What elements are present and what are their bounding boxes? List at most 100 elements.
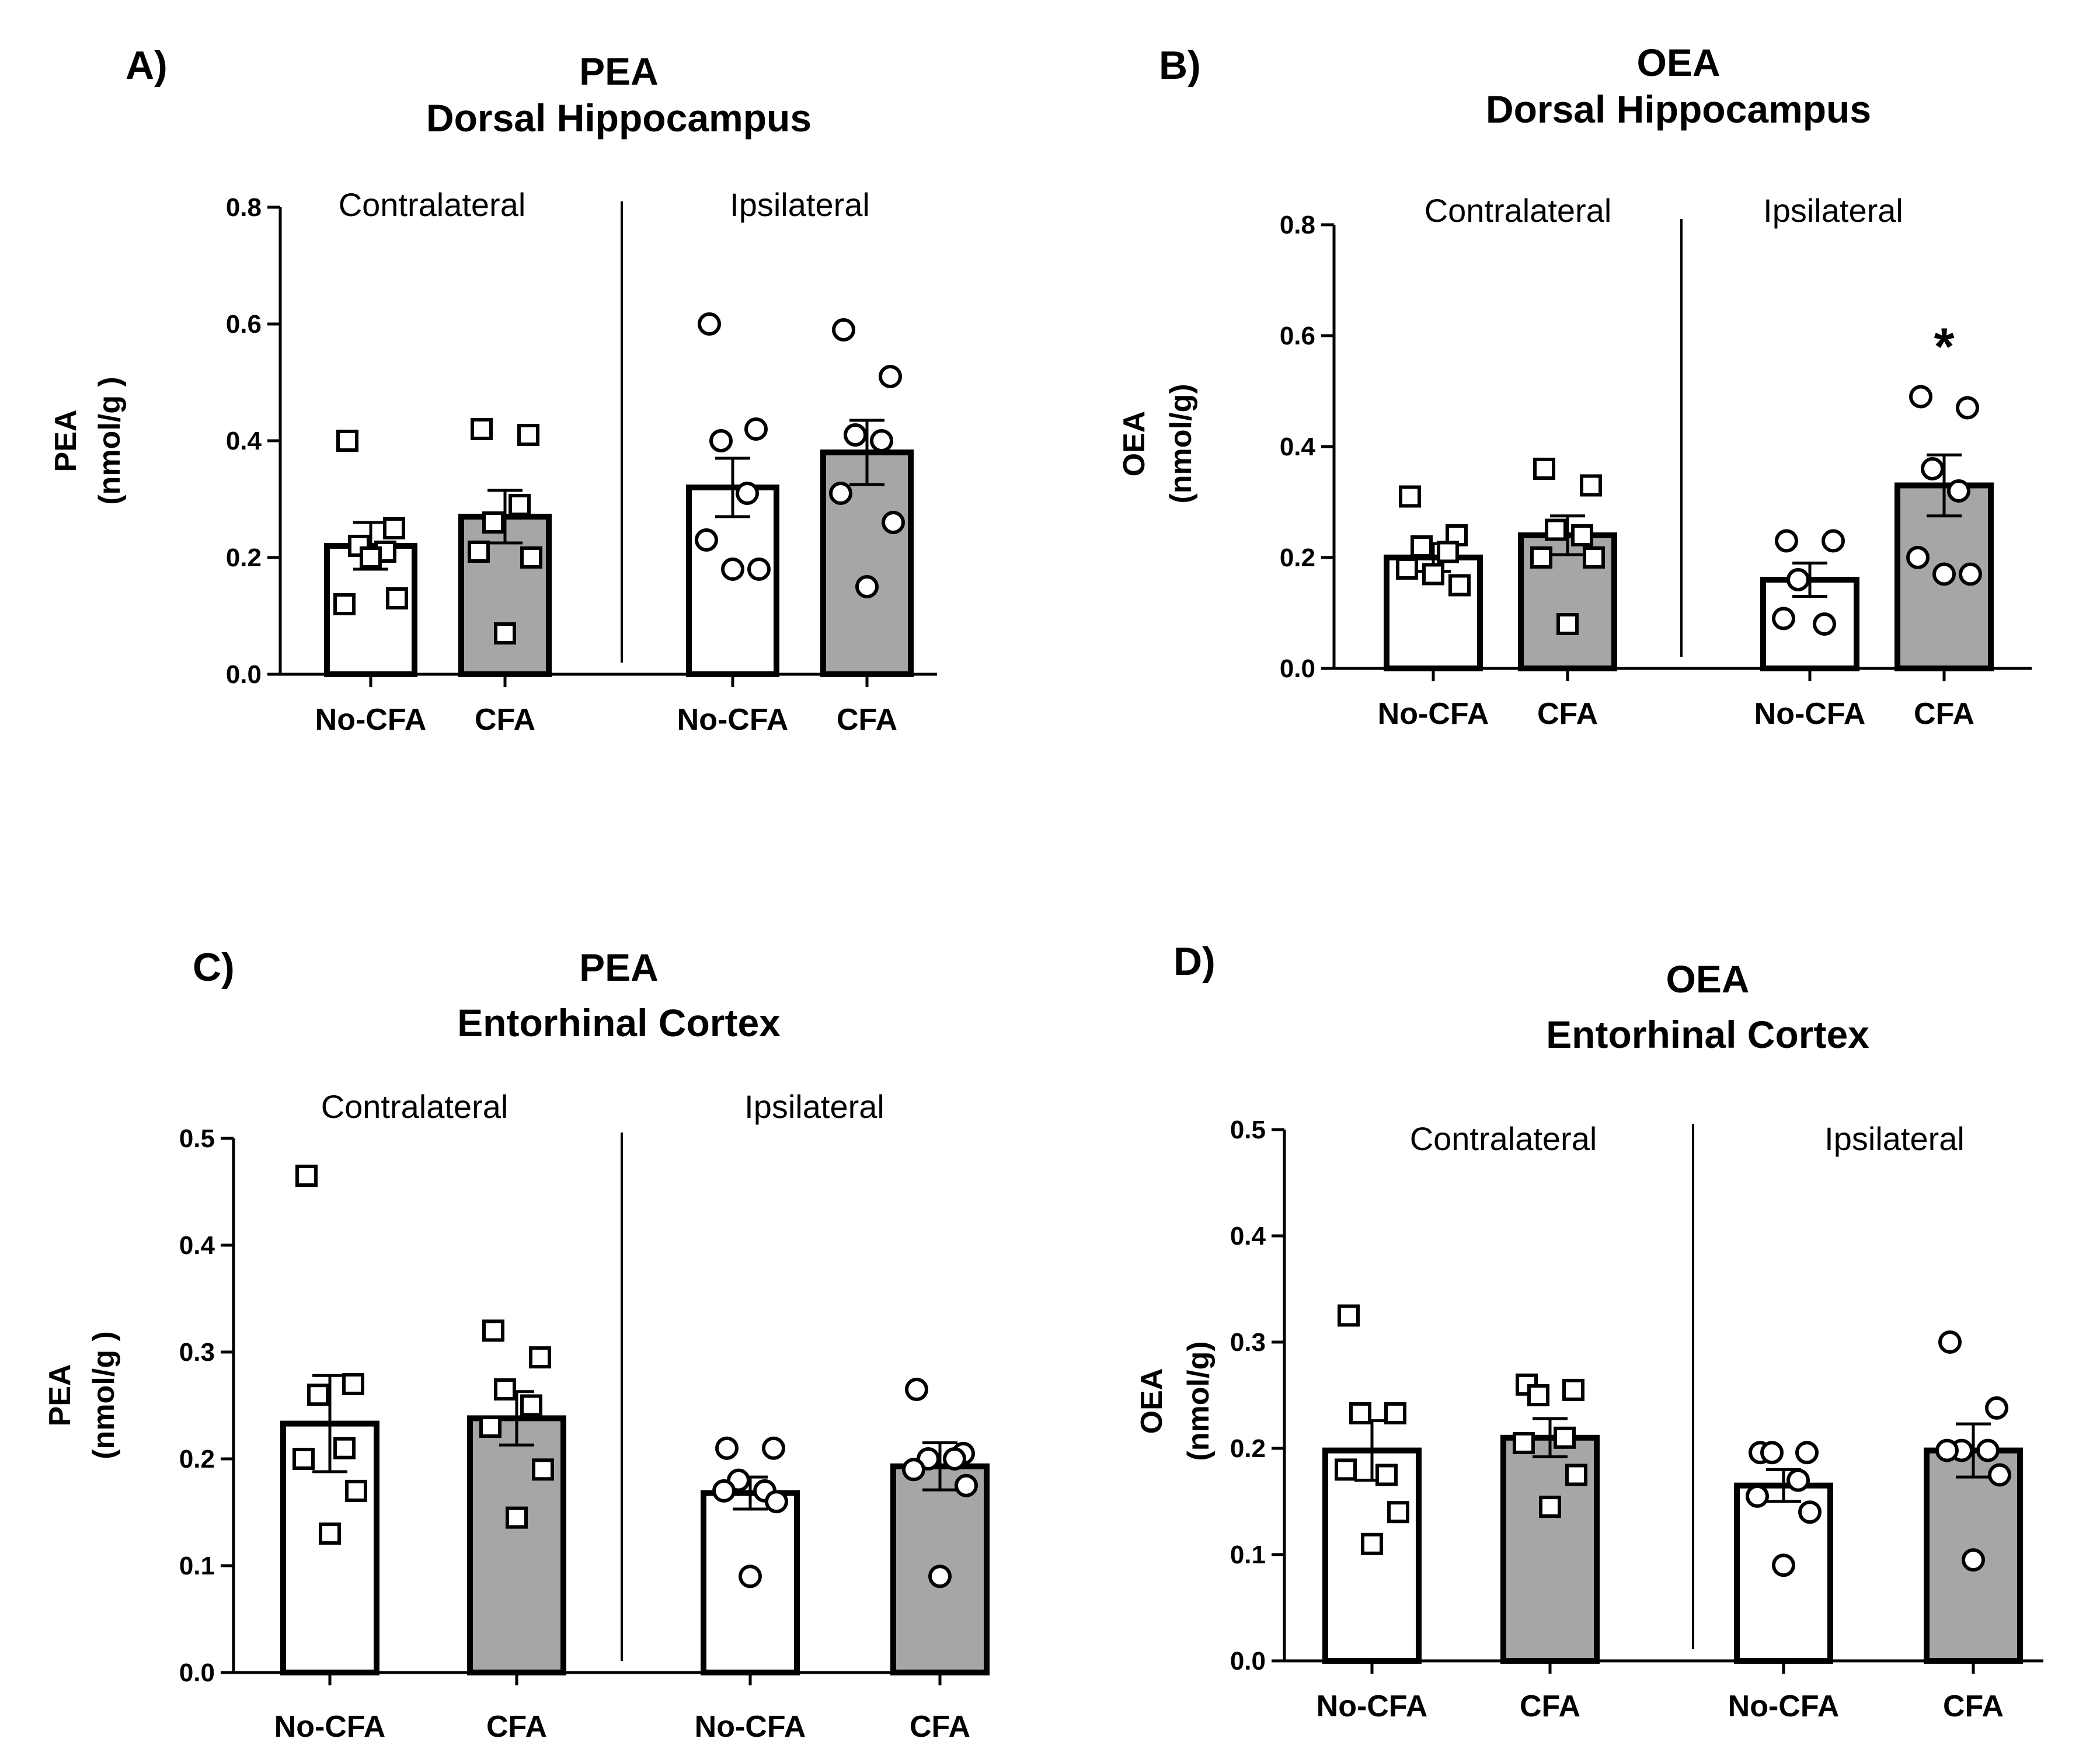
- y-tick-label: 0.2: [1280, 543, 1315, 572]
- data-point: [736, 482, 759, 505]
- chart-subtitle: Dorsal Hippocampus: [1486, 88, 1871, 131]
- category-label: No-CFA: [1317, 1689, 1428, 1723]
- data-point: [765, 1490, 788, 1514]
- data-point: [870, 429, 893, 452]
- data-point: [1938, 1330, 1962, 1354]
- data-point: [1375, 1464, 1398, 1486]
- data-point: [1580, 474, 1602, 497]
- data-point: [1947, 479, 1970, 503]
- y-axis-unit-label: (nmol/g ): [87, 1331, 121, 1459]
- data-point: [348, 535, 370, 557]
- data-point: [468, 541, 490, 563]
- data-point: [747, 558, 771, 581]
- data-point: [882, 511, 905, 534]
- data-point: [943, 1447, 966, 1471]
- group-label-ipsilateral: Ipsilateral: [1763, 192, 1903, 229]
- y-tick-label: 0.1: [179, 1552, 215, 1580]
- data-point: [721, 558, 744, 581]
- data-point: [744, 417, 768, 441]
- data-point: [739, 1565, 762, 1588]
- data-point: [532, 1458, 554, 1481]
- data-point: [829, 482, 852, 505]
- y-tick-label: 0.2: [1230, 1434, 1266, 1463]
- data-point: [1921, 457, 1944, 480]
- data-point: [517, 424, 539, 446]
- data-point: [698, 312, 721, 336]
- panel-label: D): [1173, 939, 1216, 984]
- data-point: [1786, 1468, 1810, 1492]
- data-point: [709, 429, 733, 452]
- group-label-ipsilateral: Ipsilateral: [744, 1088, 884, 1125]
- group-label-contralateral: Contralateral: [1425, 192, 1612, 229]
- data-point: [712, 1479, 736, 1503]
- category-label: CFA: [837, 703, 897, 737]
- data-point: [1387, 1501, 1409, 1524]
- data-point: [471, 418, 493, 440]
- data-point: [1956, 396, 1979, 420]
- y-tick-label: 0.5: [179, 1124, 215, 1153]
- data-point: [1399, 485, 1421, 508]
- significance-marker: *: [1934, 318, 1954, 377]
- data-point: [333, 1437, 356, 1459]
- data-point: [905, 1378, 928, 1402]
- y-tick-label: 0.5: [1230, 1116, 1266, 1144]
- data-point: [1988, 1463, 2011, 1487]
- data-point: [383, 517, 405, 539]
- category-label: CFA: [910, 1710, 970, 1744]
- data-point: [479, 1416, 502, 1438]
- chart-subtitle: Entorhinal Cortex: [457, 1001, 781, 1044]
- category-label: CFA: [1943, 1689, 2004, 1723]
- data-point: [482, 511, 504, 534]
- data-point: [494, 1378, 516, 1401]
- data-point: [1361, 1532, 1383, 1555]
- y-axis-label: OEA: [1117, 411, 1151, 477]
- category-label: No-CFA: [1378, 697, 1489, 731]
- data-point: [1959, 562, 1982, 586]
- data-point: [1554, 1426, 1576, 1449]
- data-point: [342, 1372, 364, 1395]
- data-point: [1530, 546, 1552, 569]
- y-axis-label: PEA: [49, 410, 83, 472]
- data-point: [520, 546, 542, 569]
- category-label: No-CFA: [677, 703, 789, 737]
- data-point: [1932, 562, 1956, 586]
- group-label-contralateral: Contralateral: [339, 186, 526, 223]
- y-tick-label: 0.4: [226, 427, 262, 455]
- data-point: [855, 575, 879, 598]
- y-tick-label: 0.6: [1280, 322, 1315, 350]
- category-label: No-CFA: [315, 703, 427, 737]
- data-point: [1448, 574, 1471, 597]
- y-tick-label: 0.2: [179, 1445, 215, 1473]
- data-point: [1798, 1500, 1822, 1524]
- y-tick-label: 0.3: [179, 1338, 215, 1367]
- data-point: [1583, 546, 1605, 569]
- data-point: [832, 318, 855, 342]
- data-point: [1775, 529, 1798, 553]
- category-label: No-CFA: [695, 1710, 806, 1744]
- y-axis-unit-label: (nmol/g): [1182, 1341, 1216, 1461]
- data-point: [844, 423, 867, 447]
- y-axis-label: PEA: [43, 1364, 77, 1427]
- data-point: [1513, 1431, 1535, 1454]
- category-label: No-CFA: [1728, 1689, 1840, 1723]
- data-point: [1571, 524, 1593, 546]
- data-point: [509, 494, 531, 516]
- chart-title: PEA: [579, 946, 659, 989]
- data-point: [1335, 1458, 1357, 1481]
- data-point: [1935, 1438, 1959, 1462]
- data-point: [1772, 607, 1795, 630]
- data-point: [482, 1319, 504, 1342]
- chart-subtitle: Dorsal Hippocampus: [426, 96, 812, 140]
- category-label: No-CFA: [274, 1710, 386, 1744]
- y-tick-label: 0.0: [179, 1659, 215, 1687]
- y-tick-label: 0.0: [1280, 654, 1315, 683]
- data-point: [1795, 1441, 1819, 1465]
- data-point: [1786, 568, 1810, 591]
- data-point: [529, 1346, 551, 1369]
- data-point: [1338, 1304, 1360, 1327]
- group-label-contralateral: Contralateral: [321, 1088, 509, 1125]
- data-point: [879, 365, 902, 388]
- data-point: [1746, 1484, 1769, 1508]
